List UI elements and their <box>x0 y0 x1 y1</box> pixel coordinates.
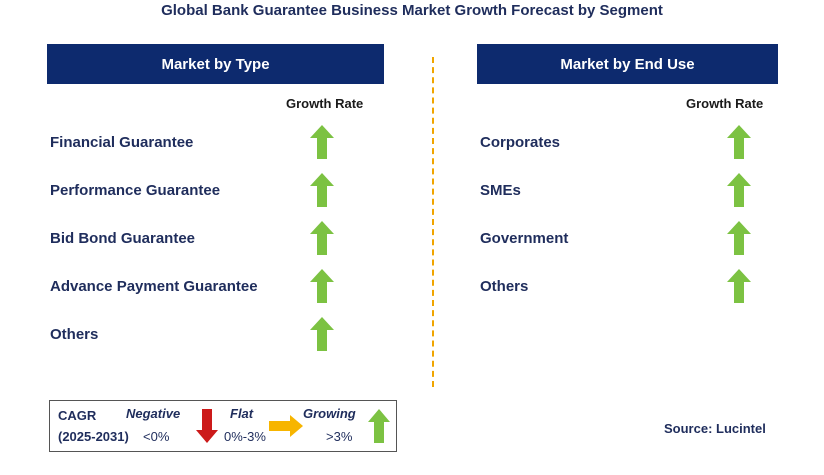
flat-right-arrow-icon <box>269 415 303 437</box>
negative-down-arrow-icon <box>196 409 218 443</box>
market-by-type-label: Market by Type <box>161 55 270 73</box>
growing-arrow-icon <box>727 269 751 303</box>
market-by-type-header: Market by Type <box>47 44 384 84</box>
list-item-financial-guarantee: Financial Guarantee <box>50 134 194 151</box>
list-item-others-type: Others <box>50 326 99 343</box>
growing-arrow-icon <box>727 125 751 159</box>
legend-flat-range: 0%-3% <box>224 429 266 444</box>
growing-arrow-icon <box>727 221 751 255</box>
cagr-legend: CAGR (2025-2031) Negative <0% Flat 0%-3%… <box>49 400 397 452</box>
right-growth-rate-label: Growth Rate <box>686 96 764 111</box>
chart-title: Global Bank Guarantee Business Market Gr… <box>161 2 663 19</box>
growing-arrow-icon <box>310 125 334 159</box>
growing-arrow-icon <box>310 317 334 351</box>
list-item-bid-bond-guarantee: Bid Bond Guarantee <box>50 230 196 247</box>
left-growth-rate-label: Growth Rate <box>286 96 364 111</box>
list-item-performance-guarantee: Performance Guarantee <box>50 182 221 199</box>
growing-up-arrow-icon <box>368 409 390 443</box>
growing-arrow-icon <box>310 173 334 207</box>
growing-arrow-icon <box>310 221 334 255</box>
source-label: Source: Lucintel <box>664 421 766 436</box>
legend-cagr-label: CAGR <box>58 408 97 423</box>
legend-growing-range: >3% <box>326 429 353 444</box>
panel-divider <box>432 57 434 387</box>
growing-arrow-icon <box>727 173 751 207</box>
legend-period: (2025-2031) <box>58 429 129 444</box>
market-by-end-use-header: Market by End Use <box>477 44 778 84</box>
list-item-advance-payment-guarantee: Advance Payment Guarantee <box>50 278 258 295</box>
list-item-others-end-use: Others <box>480 278 529 295</box>
list-item-corporates: Corporates <box>480 134 561 151</box>
list-item-smes: SMEs <box>480 182 521 199</box>
market-by-end-use-label: Market by End Use <box>560 55 695 73</box>
legend-negative-label: Negative <box>126 406 181 421</box>
list-item-government: Government <box>480 230 569 247</box>
legend-negative-range: <0% <box>143 429 170 444</box>
legend-growing-label: Growing <box>303 406 356 421</box>
legend-flat-label: Flat <box>230 406 254 421</box>
growing-arrow-icon <box>310 269 334 303</box>
